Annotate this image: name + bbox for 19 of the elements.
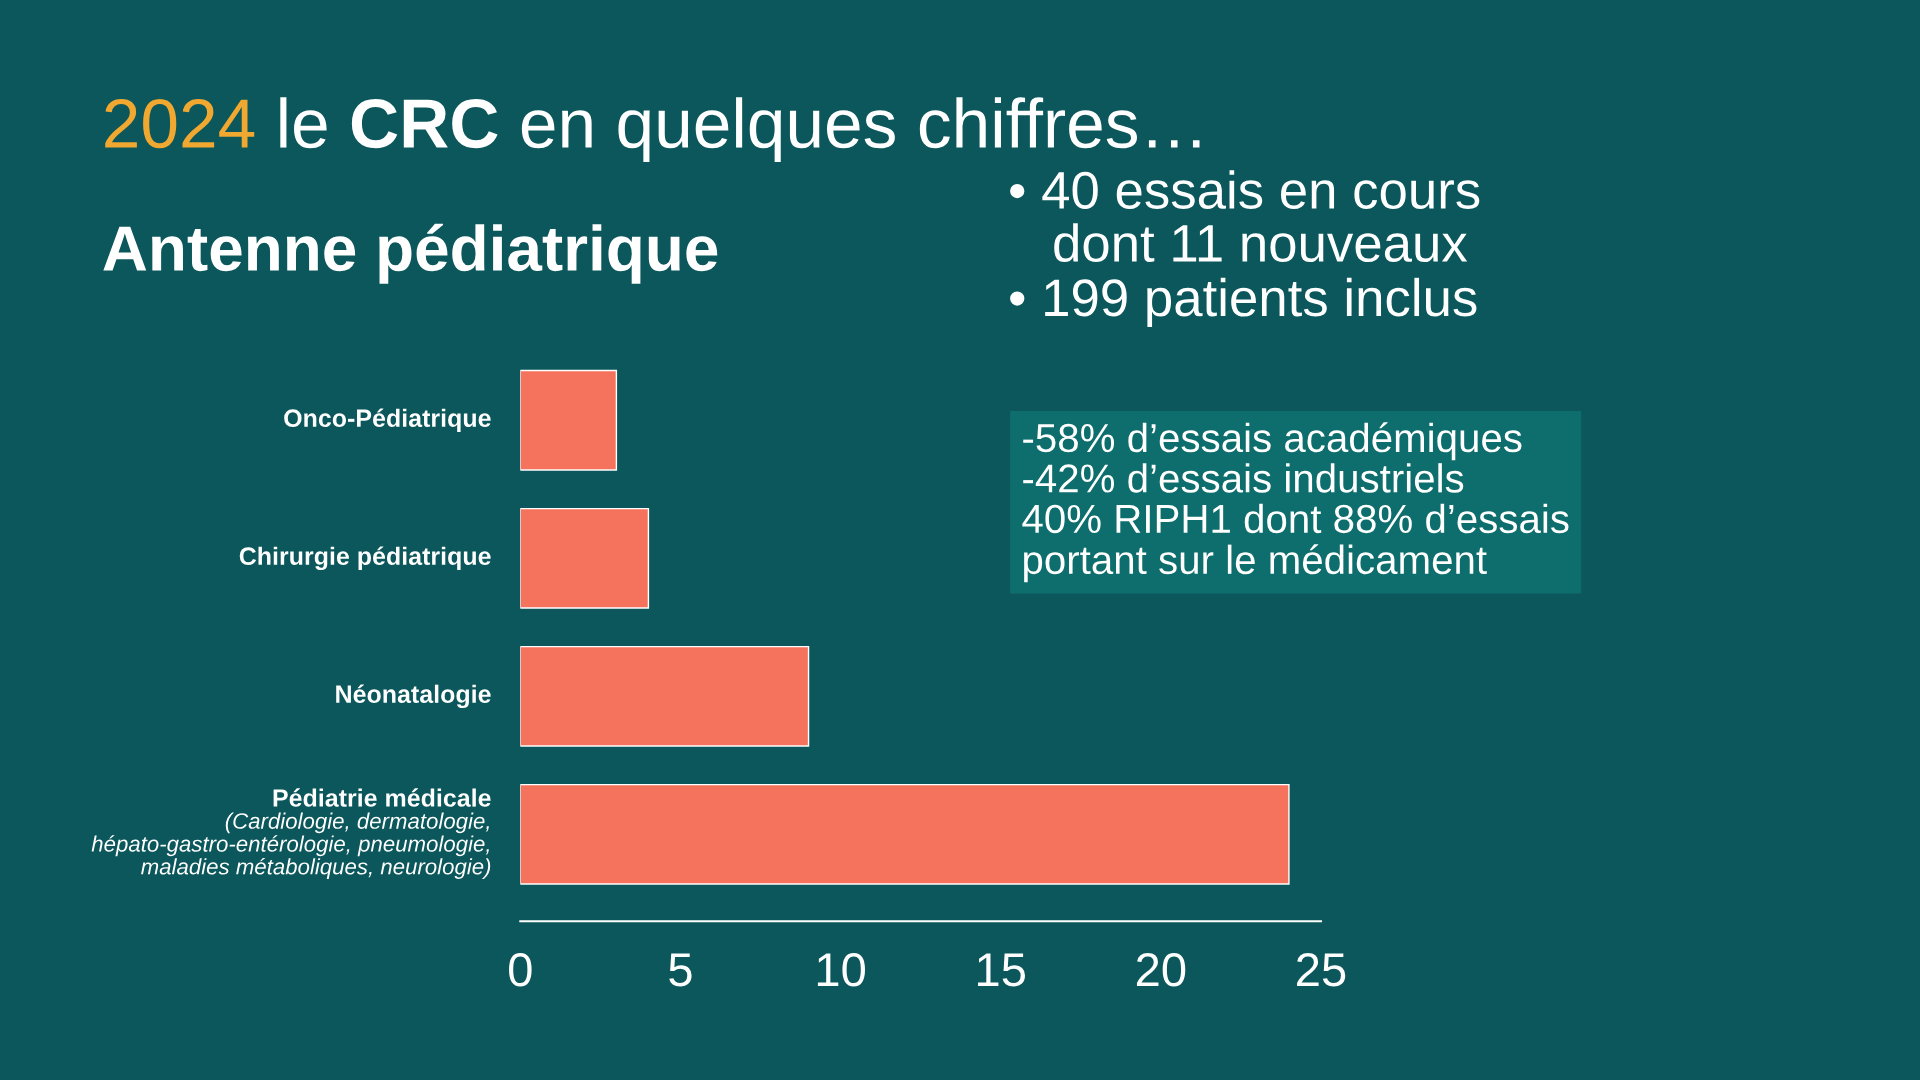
x-tick-label: 10 [817,953,865,987]
x-tick-label: 5 [669,953,692,987]
y-tick-label: Pédiatrie médicale (Cardiologie, dermatologie, hépato-gastro-entérologie, pneumologie, maladies métaboliques, neurologie) [91,788,491,879]
bar [520,783,1290,885]
y-tick-label: Néonatalogie [336,684,491,709]
bar [520,507,650,609]
text: • 40 essais en cours dont 11 nouveaux [1010,170,1480,263]
y-tick-label: Onco-Pédiatrique [284,408,491,433]
x-tick-label: 0 [509,953,532,987]
bar [520,369,618,471]
chart-subtitle: Antenne pédiatrique [103,223,718,284]
x-tick-label: 15 [978,953,1025,987]
text: • 199 patients inclus [1010,277,1477,327]
chart-title: 2024 le CRC en quelques chiffres… [105,97,1200,162]
x-tick-label: 25 [1297,953,1346,987]
y-tick-label: Chirurgie pédiatrique [239,546,491,571]
x-tick-label: 20 [1136,953,1186,987]
bar [520,645,810,747]
annotation: -58% d’essais académiques -42% d’essais industriels 40% RIPH1 dont 88% d’essais portant sur le médicament [1022,422,1569,583]
